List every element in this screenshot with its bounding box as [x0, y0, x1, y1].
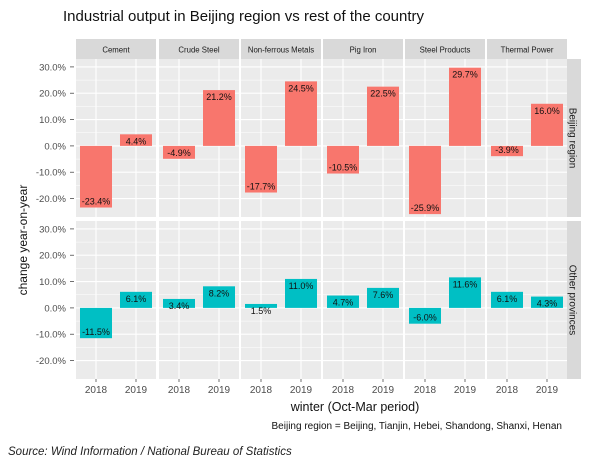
bar-value-label: 16.0% [534, 106, 560, 116]
bar [327, 145, 359, 174]
facet-strip [323, 39, 403, 59]
y-tick-label: -20.0% [36, 194, 67, 205]
bar-value-label: -10.5% [329, 163, 358, 173]
bar [203, 90, 235, 146]
bar [285, 278, 317, 308]
bar-value-label: 29.7% [452, 70, 478, 80]
y-tick-label: -10.0% [36, 168, 67, 179]
bar [120, 291, 152, 308]
bar-value-label: -3.9% [495, 145, 519, 155]
bar-value-label: 6.1% [126, 294, 147, 304]
facet-strip [159, 39, 239, 59]
facet-strip-label: Steel Products [420, 46, 471, 55]
bar [409, 145, 441, 215]
bar-value-label: 11.6% [453, 279, 478, 289]
x-tick-label: 2019 [290, 385, 313, 396]
bar [163, 298, 195, 308]
y-tick-label: 30.0% [39, 224, 66, 235]
facet-strip-label: Non-ferrous Metals [248, 46, 314, 55]
row-strip [563, 59, 581, 217]
y-tick-label: 10.0% [39, 115, 66, 126]
x-tick-label: 2019 [125, 385, 148, 396]
y-tick-label: 30.0% [39, 62, 66, 73]
y-tick-label: 0.0% [44, 303, 66, 314]
bar-value-label: 7.6% [373, 290, 394, 300]
bar-value-label: -25.9% [411, 203, 440, 213]
row-strip-label: Other provinces [566, 265, 577, 336]
bar-value-label: 4.7% [333, 298, 354, 308]
bar [203, 286, 235, 308]
bar-value-label: 6.1% [497, 294, 518, 304]
bar [367, 86, 399, 146]
bar [327, 295, 359, 308]
bar-value-label: -11.5% [82, 327, 110, 337]
bar [163, 145, 195, 159]
bar [80, 307, 112, 339]
y-tick-label: -20.0% [36, 356, 67, 367]
x-tick-label: 2018 [496, 385, 519, 396]
bar [491, 291, 523, 308]
bar-value-label: 4.4% [126, 136, 147, 146]
bar-value-label: -6.0% [413, 313, 437, 323]
bar [531, 103, 563, 146]
row-strip-label: Beijing region [566, 108, 577, 169]
bar [531, 296, 563, 308]
bar-value-label: 1.5% [251, 306, 272, 316]
chart-caption: Beijing region = Beijing, Tianjin, Hebei… [271, 421, 562, 432]
x-tick-label: 2018 [168, 385, 191, 396]
facet-strip-label: Pig Iron [350, 46, 377, 55]
x-tick-label: 2018 [250, 385, 273, 396]
x-tick-label: 2019 [454, 385, 477, 396]
x-axis-label: winter (Oct-Mar period) [290, 400, 420, 414]
x-tick-label: 2019 [208, 385, 231, 396]
facet-strip-label: Cement [102, 46, 130, 55]
bar-value-label: 21.2% [206, 92, 232, 102]
x-tick-label: 2019 [372, 385, 395, 396]
source-note: Source: Wind Information / National Bure… [8, 446, 292, 458]
x-tick-label: 2018 [414, 385, 437, 396]
x-tick-label: 2018 [332, 385, 355, 396]
bar [245, 145, 277, 193]
y-tick-label: 0.0% [44, 141, 66, 152]
facet-strip [76, 39, 156, 59]
facet-strip [487, 39, 567, 59]
bar-value-label: 11.0% [289, 281, 314, 291]
bar [80, 145, 112, 208]
bar-value-label: 22.5% [370, 89, 396, 99]
y-tick-label: 20.0% [39, 89, 66, 100]
row-strip [563, 221, 581, 379]
x-tick-label: 2018 [85, 385, 108, 396]
bar [120, 134, 152, 146]
bar-value-label: -4.9% [167, 148, 191, 158]
bar [285, 81, 317, 146]
bar [409, 307, 441, 324]
y-tick-label: 20.0% [39, 251, 66, 262]
bar [449, 67, 481, 146]
facet-strip-label: Crude Steel [178, 46, 219, 55]
y-tick-label: -10.0% [36, 330, 67, 341]
bar-value-label: 4.3% [537, 299, 558, 309]
facet-strip-label: Thermal Power [501, 46, 554, 55]
bar-value-label: 24.5% [288, 83, 314, 93]
chart-title: Industrial output in Beijing region vs r… [63, 8, 425, 25]
bar [449, 277, 481, 308]
bar [367, 287, 399, 308]
bar-value-label: 8.2% [209, 288, 230, 298]
y-tick-label: 10.0% [39, 277, 66, 288]
facet-strip [241, 39, 321, 59]
bar-value-label: -17.7% [247, 182, 276, 192]
bar [245, 303, 277, 308]
facet-strip [405, 39, 485, 59]
bar-value-label: -23.4% [82, 197, 111, 207]
bar-value-label: 3.4% [169, 301, 190, 311]
bar [491, 145, 523, 157]
x-tick-label: 2019 [536, 385, 559, 396]
